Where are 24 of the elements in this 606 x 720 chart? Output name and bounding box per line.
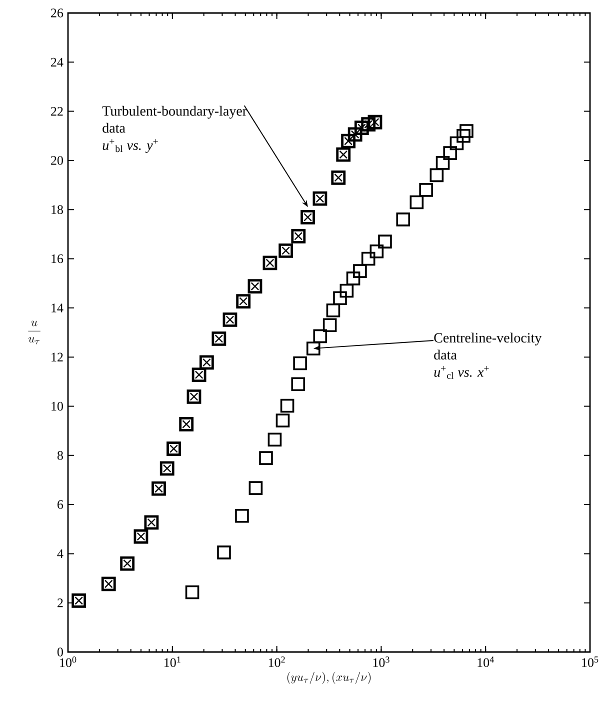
x-tick-label: 10$^{2}$ [268, 656, 285, 668]
y-tick-label: 18 [52, 205, 63, 214]
y-tick-label: 24 [51, 58, 64, 66]
y-tick-label: 16 [52, 254, 64, 264]
x-tick-label: 10$^{4}$ [478, 656, 494, 667]
y-tick-label: 12 [52, 352, 63, 362]
x-tick-label: 10$^{5}$ [582, 656, 598, 667]
annotation: u$^{+}$$_{bl}$ vs. y$^{+}$ [102, 139, 158, 153]
y-tick-label: 6 [58, 500, 64, 509]
x-tick-label: 10$^{3}$ [373, 656, 390, 668]
y-tick-label: 8 [57, 451, 63, 460]
x-axis-title: $(yu_\tau/\nu), (xu_\tau/\nu)$ [287, 672, 371, 684]
y-tick-label: 22 [51, 106, 63, 116]
y-tick-label: 2 [58, 598, 63, 608]
y-tick-label: 0 [57, 648, 63, 656]
y-tick-label: 10 [52, 402, 63, 411]
y-tick-label: 4 [57, 549, 64, 558]
y-tick-label: 20 [51, 156, 63, 165]
x-tick-label: 10$^{0}$ [60, 656, 76, 668]
y-tick-label: 26 [51, 8, 64, 18]
x-tick-label: 10$^{1}$ [164, 656, 180, 668]
y-tick-label: 14 [52, 304, 64, 312]
annotation: u$^{+}$$_{cl}$ vs. x$^{+}$ [434, 366, 489, 379]
y-axis-title: $\frac{u}{u_\tau}$ [28, 320, 40, 344]
